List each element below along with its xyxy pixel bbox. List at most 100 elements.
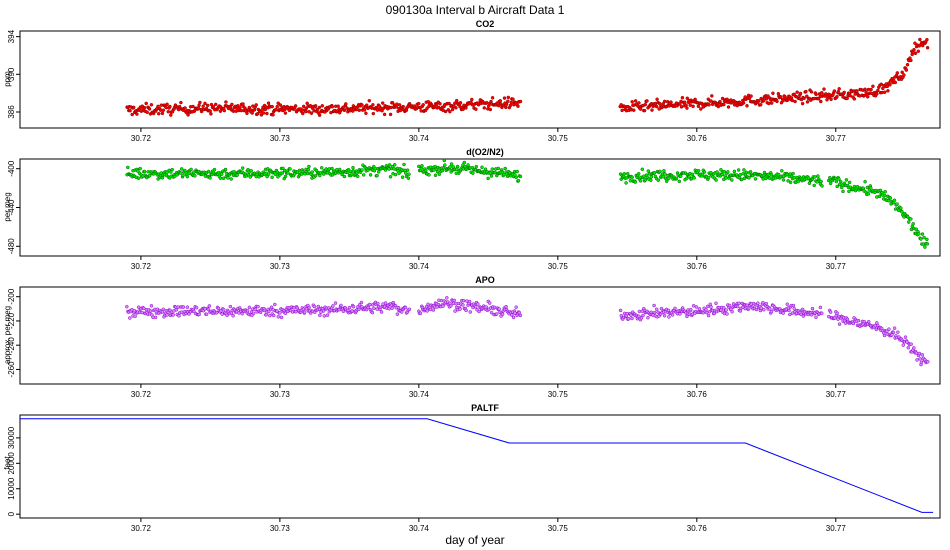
data-point bbox=[514, 175, 518, 180]
data-point bbox=[441, 166, 446, 170]
plot-frame bbox=[19, 286, 941, 385]
data-point bbox=[706, 175, 711, 180]
data-point bbox=[911, 222, 915, 226]
data-point bbox=[443, 163, 447, 167]
data-point bbox=[885, 329, 889, 334]
data-point bbox=[270, 104, 274, 109]
data-point bbox=[900, 209, 904, 214]
data-point bbox=[321, 172, 326, 176]
data-point bbox=[474, 107, 478, 111]
data-point bbox=[241, 102, 245, 106]
data-point bbox=[407, 307, 412, 312]
data-point bbox=[357, 108, 362, 113]
data-point bbox=[275, 309, 279, 313]
data-point bbox=[502, 96, 507, 100]
data-point bbox=[179, 310, 184, 314]
data-point bbox=[145, 110, 149, 115]
data-point bbox=[629, 313, 633, 317]
series-points bbox=[125, 162, 411, 181]
data-point bbox=[516, 178, 521, 183]
data-point bbox=[895, 71, 900, 75]
y-axis-label: per meg bbox=[3, 192, 12, 221]
data-point bbox=[278, 311, 282, 315]
data-point bbox=[204, 312, 209, 317]
series-points bbox=[417, 296, 523, 320]
data-point bbox=[297, 168, 302, 173]
y-tick-label: -240 bbox=[7, 337, 16, 354]
data-point bbox=[909, 217, 913, 221]
data-point bbox=[454, 106, 458, 110]
data-point bbox=[863, 87, 867, 92]
data-point bbox=[702, 170, 707, 174]
data-point bbox=[336, 104, 340, 108]
data-point bbox=[869, 87, 873, 92]
data-point bbox=[223, 167, 228, 172]
y-tick-label: 20000 bbox=[7, 452, 16, 475]
x-tick-label: 30.73 bbox=[270, 524, 291, 533]
data-point bbox=[397, 103, 402, 107]
data-point bbox=[181, 305, 186, 309]
data-point bbox=[835, 94, 839, 99]
data-point bbox=[205, 103, 210, 108]
data-point bbox=[462, 160, 467, 165]
data-point bbox=[197, 103, 201, 108]
data-point bbox=[762, 307, 766, 312]
panel-apo: APO approx. per meg 30.72 30.73 30.74 30.75… bbox=[3, 275, 941, 399]
data-point bbox=[407, 172, 411, 176]
panel-paltf: PALTF feet 30.72 30.73 30.74 30.75 30.76 30.7… bbox=[3, 403, 941, 533]
data-point bbox=[767, 101, 771, 106]
data-point bbox=[484, 305, 489, 309]
series-line bbox=[20, 418, 934, 513]
data-point bbox=[691, 104, 695, 109]
data-point bbox=[882, 90, 887, 94]
data-point bbox=[515, 169, 519, 174]
data-point bbox=[793, 99, 797, 104]
data-point bbox=[810, 306, 815, 311]
data-point bbox=[383, 168, 388, 172]
data-point bbox=[464, 308, 468, 313]
data-point bbox=[837, 182, 842, 187]
data-point bbox=[379, 310, 384, 314]
data-point bbox=[288, 167, 292, 171]
data-point bbox=[518, 99, 523, 104]
y-axis-label: approx. per meg bbox=[3, 306, 12, 364]
data-point bbox=[906, 220, 911, 224]
data-point bbox=[843, 321, 848, 325]
y-tick-label: -400 bbox=[7, 160, 16, 177]
data-point bbox=[489, 174, 494, 178]
data-point bbox=[506, 99, 510, 103]
data-point bbox=[818, 305, 823, 310]
data-point bbox=[637, 309, 642, 314]
data-point bbox=[626, 317, 631, 321]
data-point bbox=[488, 171, 493, 175]
data-point bbox=[749, 94, 753, 98]
data-point bbox=[796, 179, 800, 184]
data-point bbox=[517, 310, 522, 315]
data-point bbox=[687, 174, 691, 179]
data-point bbox=[892, 326, 897, 330]
data-point bbox=[301, 111, 305, 116]
data-point bbox=[476, 302, 480, 306]
data-point bbox=[449, 304, 453, 308]
series-points bbox=[125, 300, 412, 320]
data-point bbox=[925, 45, 930, 50]
data-point bbox=[781, 98, 785, 103]
data-point bbox=[135, 112, 139, 116]
data-point bbox=[918, 357, 922, 361]
data-point bbox=[792, 307, 797, 311]
data-point bbox=[458, 101, 463, 105]
data-point bbox=[471, 171, 475, 175]
data-point bbox=[730, 309, 734, 314]
x-tick-label: 30.74 bbox=[409, 134, 430, 143]
data-point bbox=[153, 315, 158, 320]
x-tick-label: 30.72 bbox=[131, 134, 152, 143]
data-point bbox=[812, 183, 816, 188]
data-point bbox=[835, 311, 840, 316]
data-point bbox=[622, 171, 627, 176]
data-point bbox=[259, 113, 264, 117]
data-point bbox=[307, 305, 311, 310]
data-point bbox=[646, 315, 650, 320]
data-point bbox=[496, 166, 501, 171]
y-tick-label: -260 bbox=[7, 361, 16, 378]
data-point bbox=[133, 314, 137, 319]
